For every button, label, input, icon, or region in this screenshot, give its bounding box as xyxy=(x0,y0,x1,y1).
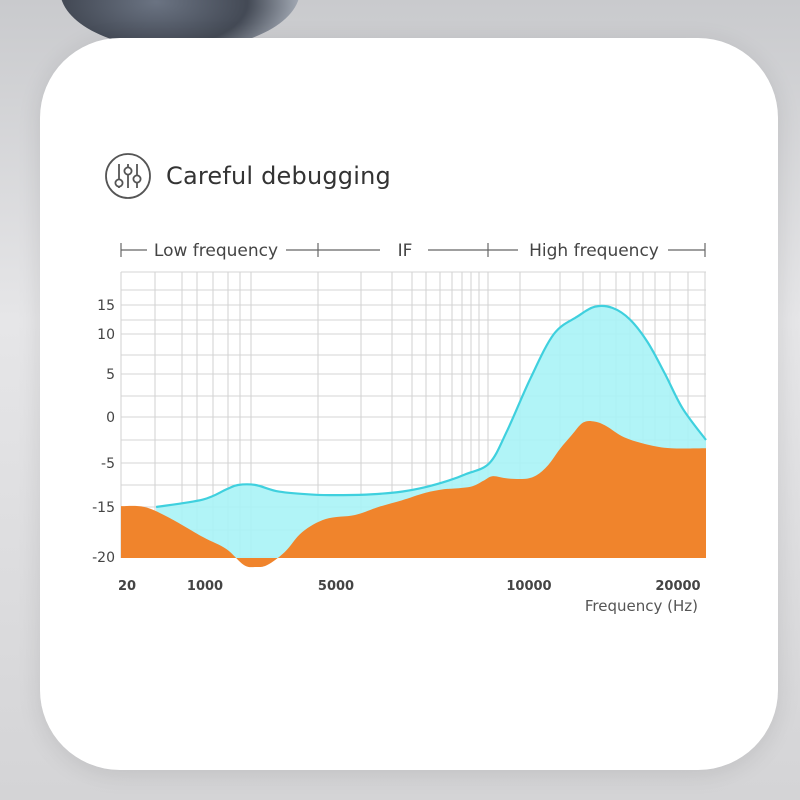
x-tick-label: 1000 xyxy=(187,579,223,594)
y-tick-label: 15 xyxy=(97,298,115,314)
y-tick-label: 0 xyxy=(106,410,115,426)
x-axis-label: Frequency (Hz) xyxy=(585,597,698,615)
y-tick-label: -20 xyxy=(92,550,115,566)
x-tick-label: 10000 xyxy=(506,579,551,594)
y-tick-label: -15 xyxy=(92,500,115,516)
y-tick-label: 10 xyxy=(97,327,115,343)
page-title: Careful debugging xyxy=(166,162,391,190)
high-curve-line xyxy=(155,304,707,509)
band-labels: Low frequency IF High frequency xyxy=(120,241,706,261)
chart-areas xyxy=(121,304,707,568)
x-tick-label: 5000 xyxy=(318,579,354,594)
sliders-icon xyxy=(105,153,151,199)
y-tick-label: 5 xyxy=(106,367,115,383)
x-tick-label: 20000 xyxy=(655,579,700,594)
low-curve-area xyxy=(121,420,706,568)
band-label-if: IF xyxy=(398,241,413,261)
band-label-high: High frequency xyxy=(529,241,659,261)
x-tick-labels: 20 1000 5000 10000 20000 xyxy=(118,579,701,594)
y-tick-label: -5 xyxy=(101,456,115,472)
y-tick-labels: 15 10 5 0 -5 -15 -20 xyxy=(92,298,115,566)
band-label-low: Low frequency xyxy=(154,241,278,261)
section-header: Careful debugging xyxy=(104,150,391,202)
x-tick-label: 20 xyxy=(118,579,136,594)
